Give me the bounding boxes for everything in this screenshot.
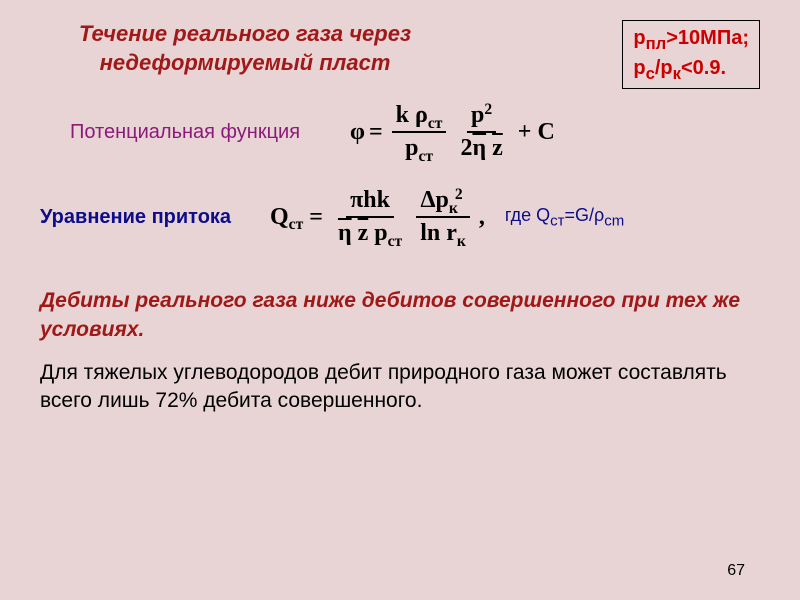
inflow-row: Уравнение притока Qст = πhk η z pст Δpк2… xyxy=(40,187,760,247)
fraction-1a: k ρст pст xyxy=(392,102,447,162)
fraction-2a-num: πhk xyxy=(346,187,394,218)
formula2-tail: , xyxy=(479,204,485,231)
fraction-2a-den: η z pст xyxy=(334,218,406,247)
conclusion-text-2: Для тяжелых углеводородов дебит природно… xyxy=(40,359,760,416)
where-clause: где Qст=G/ρcm xyxy=(505,205,624,230)
formula1-tail: + C xyxy=(518,119,555,146)
fraction-1a-num: k ρст xyxy=(392,102,447,133)
fraction-1b-num: p2 xyxy=(467,102,496,133)
inflow-equation-label: Уравнение притока xyxy=(40,206,270,229)
conclusion-text-1: Дебиты реального газа ниже дебитов совер… xyxy=(40,287,760,344)
potential-row: Потенциальная функция φ = k ρст pст p2 2… xyxy=(40,102,760,162)
equals-1: = xyxy=(369,119,383,146)
condition-line-1: pпл>10МПа; xyxy=(633,25,749,55)
fraction-2b: Δpк2 ln rк xyxy=(416,187,470,247)
fraction-2a: πhk η z pст xyxy=(334,187,406,247)
page-number: 67 xyxy=(727,562,745,580)
fraction-1b: p2 2η z xyxy=(456,102,506,162)
q-symbol: Qст xyxy=(270,204,303,231)
slide-canvas: Течение реального газа через недеформиру… xyxy=(0,0,800,600)
potential-function-label: Потенциальная функция xyxy=(70,121,350,144)
conditions-box: pпл>10МПа; pс/pк<0.9. xyxy=(622,20,760,89)
slide-title: Течение реального газа через недеформиру… xyxy=(60,20,430,77)
formula-inflow: Qст = πhk η z pст Δpк2 ln rк , xyxy=(270,187,485,247)
fraction-2b-den: ln rк xyxy=(416,218,470,247)
fraction-1b-den: 2η z xyxy=(456,133,506,162)
fraction-2b-num: Δpк2 xyxy=(416,187,469,218)
formula-potential: φ = k ρст pст p2 2η z + C xyxy=(350,102,555,162)
phi-symbol: φ xyxy=(350,119,365,146)
condition-line-2: pс/pк<0.9. xyxy=(633,55,749,85)
equals-2: = xyxy=(309,204,323,231)
fraction-1a-den: pст xyxy=(401,133,437,162)
